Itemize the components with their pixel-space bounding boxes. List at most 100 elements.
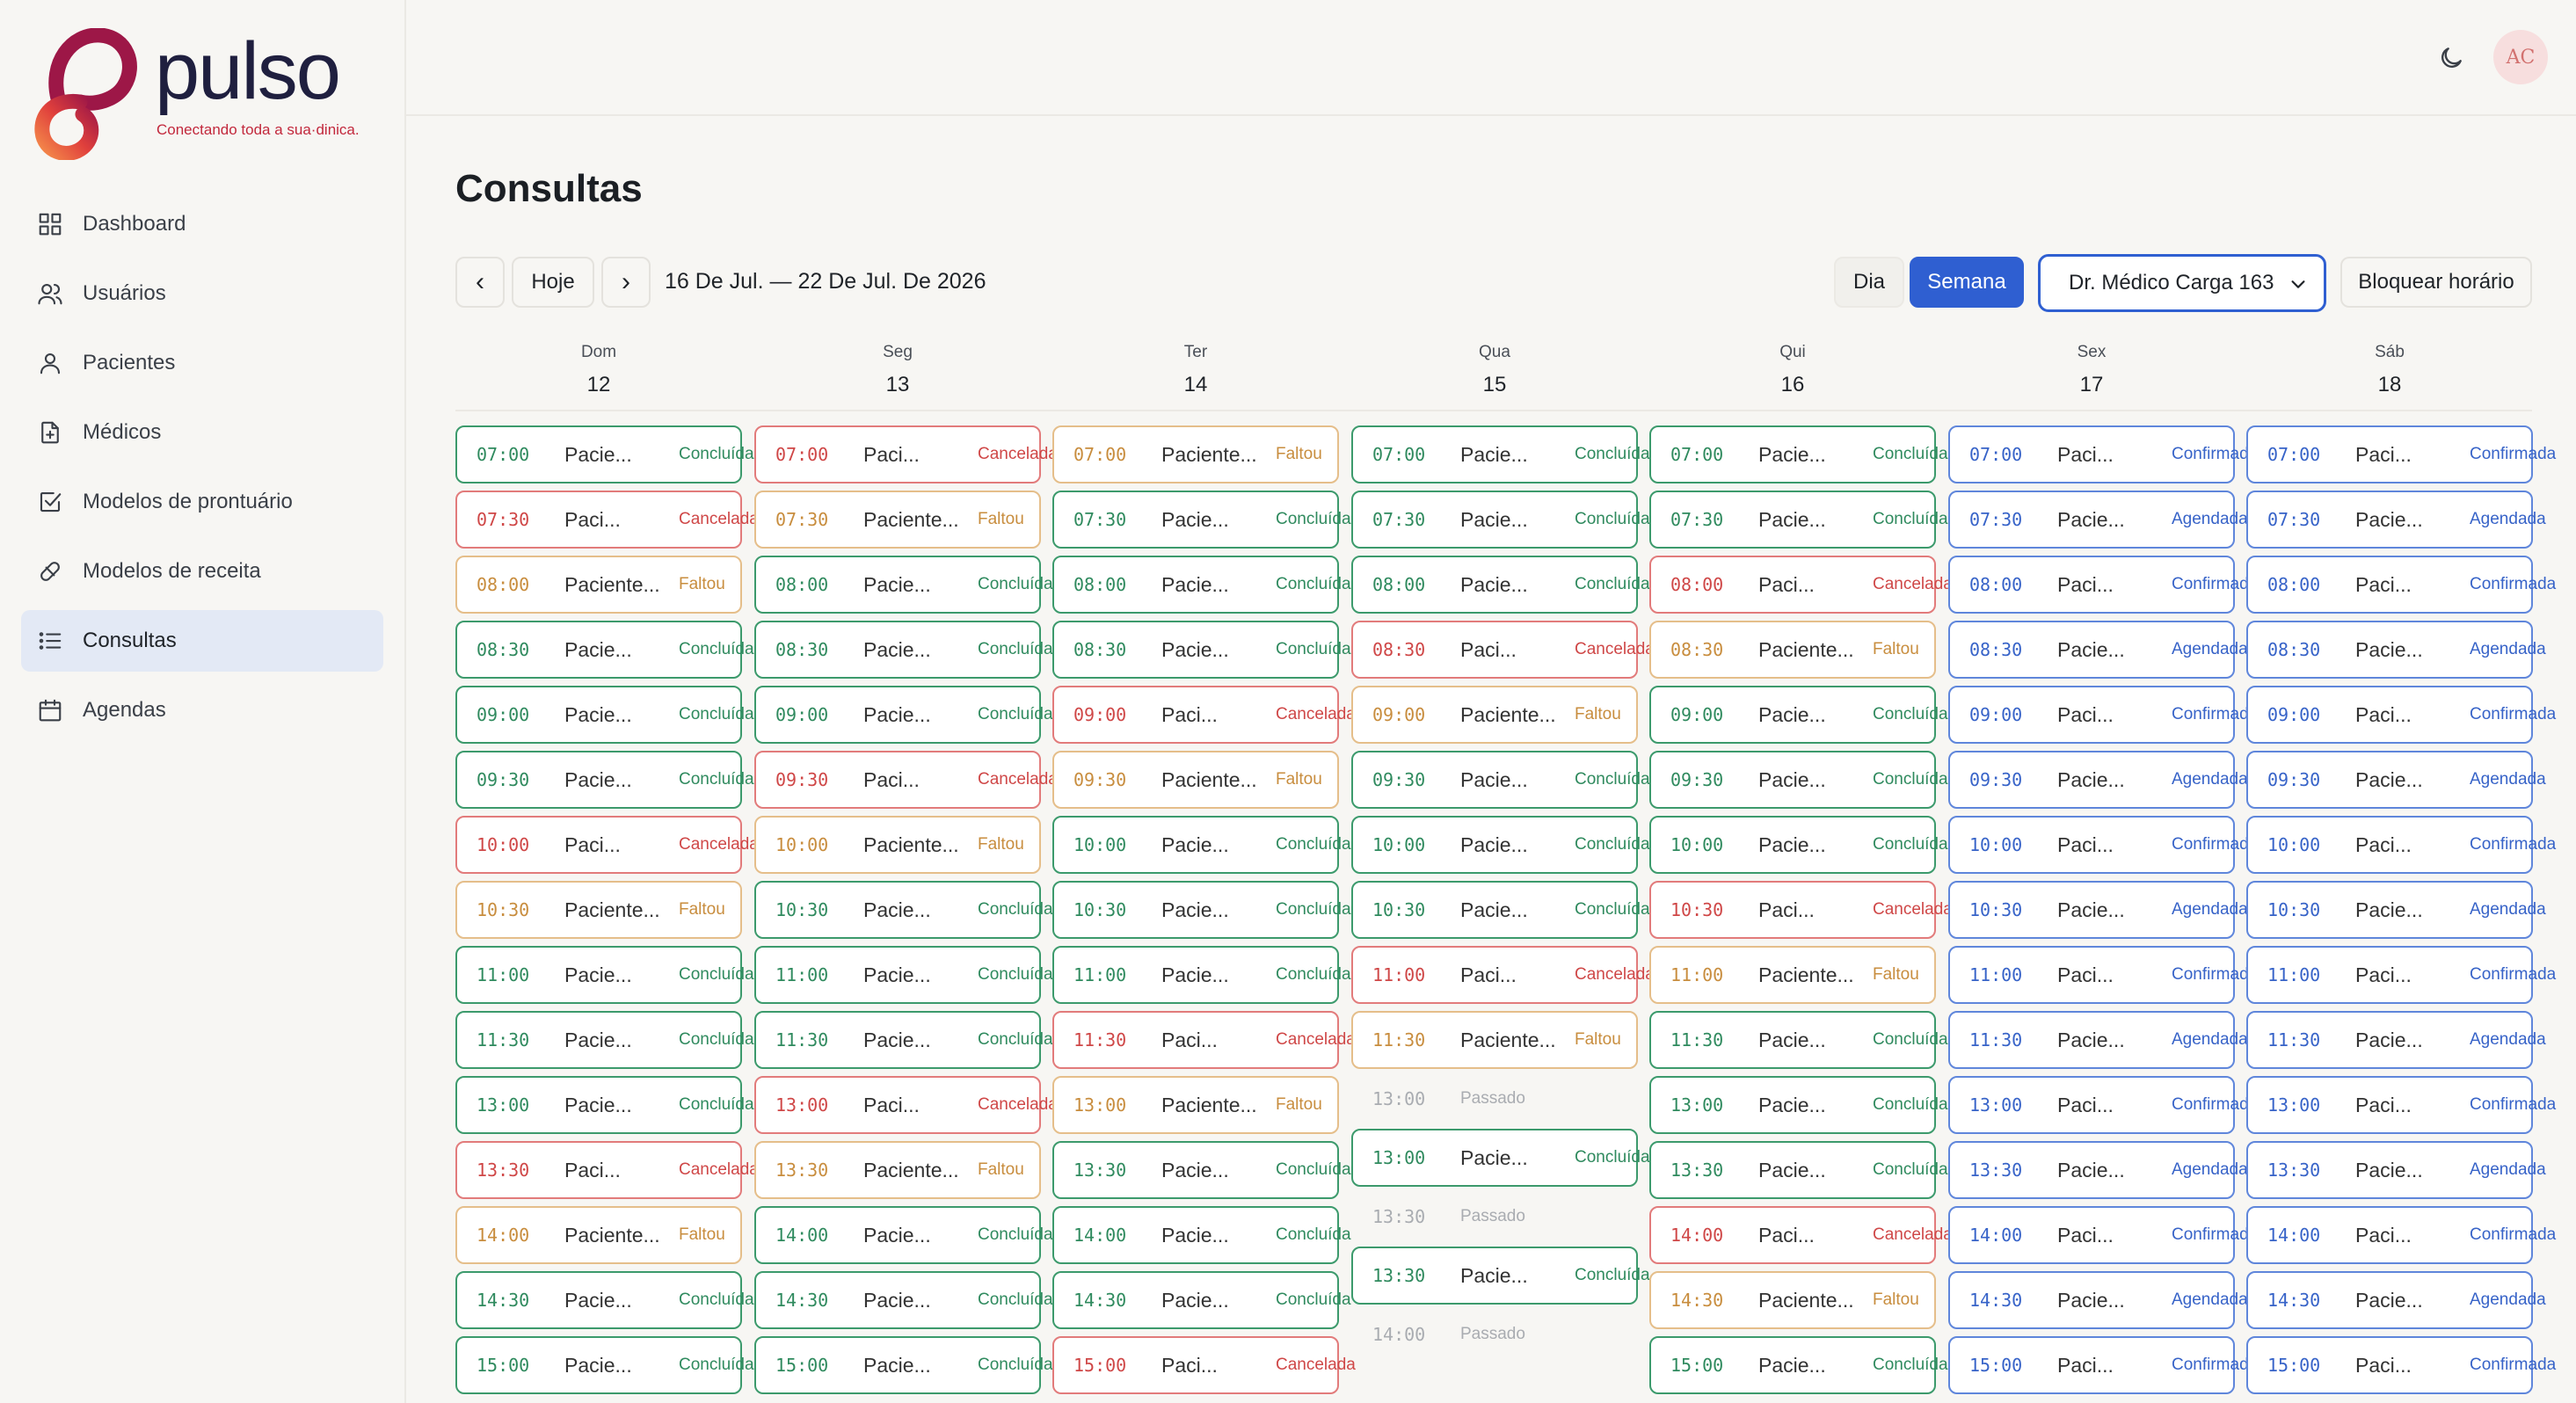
appointment-slot[interactable]: 09:30 Pacie... Concluída: [1351, 751, 1650, 809]
appointment-slot[interactable]: 10:30 Pacie... Agendada: [2246, 881, 2546, 939]
appointment-slot[interactable]: 11:00 Paci... Confirmada: [1948, 946, 2258, 1004]
appointment-slot[interactable]: 11:00 Paciente... Faltou: [1649, 946, 1936, 1004]
today-button[interactable]: Hoje: [512, 257, 594, 308]
sidebar-item-modelos-de-receita[interactable]: Modelos de receita: [21, 541, 383, 602]
doctor-select[interactable]: Dr. Médico Carga 163: [2038, 254, 2326, 312]
appointment-slot[interactable]: 13:30 Pacie... Agendada: [1948, 1141, 2248, 1199]
appointment-slot[interactable]: 14:00 Paciente... Faltou: [455, 1206, 742, 1264]
appointment-slot[interactable]: 13:00 Paci... Confirmada: [2246, 1076, 2556, 1134]
sidebar-item-pacientes[interactable]: Pacientes: [21, 332, 383, 394]
appointment-slot[interactable]: 08:00 Pacie... Concluída: [754, 556, 1053, 614]
user-avatar[interactable]: AC: [2493, 30, 2548, 84]
appointment-slot[interactable]: 13:30 Paci... Cancelada: [455, 1141, 759, 1199]
appointment-slot[interactable]: 09:00 Paciente... Faltou: [1351, 686, 1638, 744]
appointment-slot[interactable]: 13:30 Pacie... Concluída: [1351, 1247, 1650, 1305]
appointment-slot[interactable]: 09:30 Pacie... Concluída: [455, 751, 754, 809]
appointment-slot[interactable]: 08:00 Pacie... Concluída: [1052, 556, 1351, 614]
sidebar-item-usuarios[interactable]: Usuários: [21, 263, 383, 324]
appointment-slot[interactable]: 13:00 Paci... Cancelada: [754, 1076, 1058, 1134]
appointment-slot[interactable]: 07:00 Paciente... Faltou: [1052, 425, 1339, 483]
sidebar-item-agendas[interactable]: Agendas: [21, 680, 383, 741]
appointment-slot[interactable]: 11:00 Pacie... Concluída: [754, 946, 1053, 1004]
appointment-slot[interactable]: 10:30 Paci... Cancelada: [1649, 881, 1953, 939]
view-day-button[interactable]: Dia: [1834, 257, 1904, 308]
appointment-slot[interactable]: 08:30 Pacie... Concluída: [1052, 621, 1351, 679]
appointment-slot[interactable]: 09:30 Pacie... Concluída: [1649, 751, 1948, 809]
appointment-slot[interactable]: 10:00 Pacie... Concluída: [1649, 816, 1948, 874]
appointment-slot[interactable]: 14:00 Pacie... Concluída: [1052, 1206, 1351, 1264]
appointment-slot[interactable]: 13:00 Paciente... Faltou: [1052, 1076, 1339, 1134]
appointment-slot[interactable]: 07:00 Paci... Confirmada: [2246, 425, 2556, 483]
appointment-slot[interactable]: 08:00 Pacie... Concluída: [1351, 556, 1650, 614]
appointment-slot[interactable]: 09:30 Paci... Cancelada: [754, 751, 1058, 809]
appointment-slot[interactable]: 15:00 Pacie... Concluída: [455, 1336, 754, 1394]
appointment-slot[interactable]: 08:30 Pacie... Agendada: [2246, 621, 2546, 679]
appointment-slot[interactable]: 11:00 Pacie... Concluída: [1052, 946, 1351, 1004]
appointment-slot[interactable]: 14:00 Paci... Confirmada: [1948, 1206, 2258, 1264]
appointment-slot[interactable]: 11:00 Pacie... Concluída: [455, 946, 754, 1004]
appointment-slot[interactable]: 15:00 Pacie... Concluída: [1649, 1336, 1948, 1394]
appointment-slot[interactable]: 07:30 Paciente... Faltou: [754, 491, 1041, 549]
appointment-slot[interactable]: 09:00 Pacie... Concluída: [455, 686, 754, 744]
appointment-slot[interactable]: 14:30 Pacie... Agendada: [2246, 1271, 2546, 1329]
appointment-slot[interactable]: 07:30 Paci... Cancelada: [455, 491, 759, 549]
appointment-slot[interactable]: 14:00 Pacie... Concluída: [754, 1206, 1053, 1264]
appointment-slot[interactable]: 14:30 Pacie... Agendada: [1948, 1271, 2248, 1329]
appointment-slot[interactable]: 09:30 Pacie... Agendada: [2246, 751, 2546, 809]
appointment-slot[interactable]: 10:30 Pacie... Agendada: [1948, 881, 2248, 939]
appointment-slot[interactable]: 07:30 Pacie... Concluída: [1351, 491, 1650, 549]
appointment-slot[interactable]: 09:00 Pacie... Concluída: [1649, 686, 1948, 744]
appointment-slot[interactable]: 11:30 Pacie... Concluída: [1649, 1011, 1948, 1069]
appointment-slot[interactable]: 13:00 Pacie... Concluída: [1649, 1076, 1948, 1134]
appointment-slot[interactable]: 13:30 Pacie... Concluída: [1052, 1141, 1351, 1199]
appointment-slot[interactable]: 14:30 Pacie... Concluída: [754, 1271, 1053, 1329]
appointment-slot[interactable]: 13:00 Pacie... Concluída: [455, 1076, 754, 1134]
appointment-slot[interactable]: 10:00 Paci... Confirmada: [2246, 816, 2556, 874]
appointment-slot[interactable]: 08:00 Paci... Cancelada: [1649, 556, 1953, 614]
sidebar-item-consultas[interactable]: Consultas: [21, 610, 383, 672]
appointment-slot[interactable]: 11:30 Pacie... Concluída: [455, 1011, 754, 1069]
appointment-slot[interactable]: 11:00 Paci... Confirmada: [2246, 946, 2556, 1004]
appointment-slot[interactable]: 14:30 Paciente... Faltou: [1649, 1271, 1936, 1329]
prev-week-button[interactable]: ‹: [455, 257, 505, 308]
view-week-button[interactable]: Semana: [1910, 257, 2024, 308]
appointment-slot[interactable]: 14:00 Paci... Cancelada: [1649, 1206, 1953, 1264]
appointment-slot[interactable]: 09:30 Paciente... Faltou: [1052, 751, 1339, 809]
appointment-slot[interactable]: 11:30 Pacie... Concluída: [754, 1011, 1053, 1069]
appointment-slot[interactable]: 09:00 Paci... Confirmada: [1948, 686, 2258, 744]
appointment-slot[interactable]: 07:00 Paci... Confirmada: [1948, 425, 2258, 483]
appointment-slot[interactable]: 08:30 Pacie... Concluída: [754, 621, 1053, 679]
appointment-slot[interactable]: 13:00 Paci... Confirmada: [1948, 1076, 2258, 1134]
appointment-slot[interactable]: 08:30 Paci... Cancelada: [1351, 621, 1655, 679]
appointment-slot[interactable]: 10:30 Pacie... Concluída: [754, 881, 1053, 939]
sidebar-item-dashboard[interactable]: Dashboard: [21, 193, 383, 255]
appointment-slot[interactable]: 15:00 Paci... Confirmada: [2246, 1336, 2556, 1394]
next-week-button[interactable]: ›: [601, 257, 651, 308]
appointment-slot[interactable]: 10:00 Paci... Cancelada: [455, 816, 759, 874]
appointment-slot[interactable]: 07:00 Pacie... Concluída: [1649, 425, 1948, 483]
appointment-slot[interactable]: 07:00 Paci... Cancelada: [754, 425, 1058, 483]
appointment-slot[interactable]: 11:00 Paci... Cancelada: [1351, 946, 1655, 1004]
appointment-slot[interactable]: 14:30 Pacie... Concluída: [1052, 1271, 1351, 1329]
pulso-logo[interactable]: pulso Conectando toda a sua·dinica.: [32, 26, 401, 160]
appointment-slot[interactable]: 11:30 Paci... Cancelada: [1052, 1011, 1356, 1069]
appointment-slot[interactable]: 08:30 Pacie... Concluída: [455, 621, 754, 679]
appointment-slot[interactable]: 11:30 Paciente... Faltou: [1351, 1011, 1638, 1069]
appointment-slot[interactable]: 07:30 Pacie... Concluída: [1649, 491, 1948, 549]
appointment-slot[interactable]: 10:30 Paciente... Faltou: [455, 881, 742, 939]
appointment-slot[interactable]: 10:00 Paci... Confirmada: [1948, 816, 2258, 874]
appointment-slot[interactable]: 09:00 Pacie... Concluída: [754, 686, 1053, 744]
appointment-slot[interactable]: 13:00 Pacie... Concluída: [1351, 1129, 1650, 1187]
appointment-slot[interactable]: 14:30 Pacie... Concluída: [455, 1271, 754, 1329]
appointment-slot[interactable]: 09:00 Paci... Cancelada: [1052, 686, 1356, 744]
appointment-slot[interactable]: 15:00 Paci... Confirmada: [1948, 1336, 2258, 1394]
appointment-slot[interactable]: 08:30 Paciente... Faltou: [1649, 621, 1936, 679]
appointment-slot[interactable]: 13:30 Pacie... Agendada: [2246, 1141, 2546, 1199]
appointment-slot[interactable]: 15:00 Paci... Cancelada: [1052, 1336, 1356, 1394]
appointment-slot[interactable]: 07:00 Pacie... Concluída: [1351, 425, 1650, 483]
sidebar-item-modelos-de-prontuario[interactable]: Modelos de prontuário: [21, 471, 383, 533]
appointment-slot[interactable]: 09:30 Pacie... Agendada: [1948, 751, 2248, 809]
appointment-slot[interactable]: 10:30 Pacie... Concluída: [1052, 881, 1351, 939]
appointment-slot[interactable]: 11:30 Pacie... Agendada: [2246, 1011, 2546, 1069]
appointment-slot[interactable]: 07:30 Pacie... Agendada: [1948, 491, 2248, 549]
